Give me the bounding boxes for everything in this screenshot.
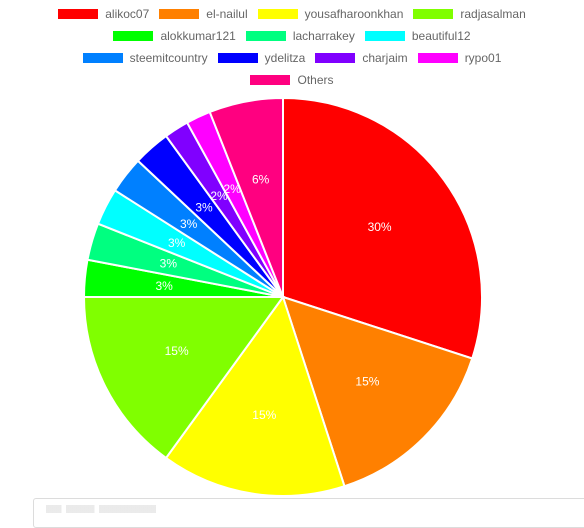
legend-label: rypo01 xyxy=(464,51,502,65)
pie-slice-alikoc07[interactable] xyxy=(282,96,483,360)
legend-item-rypo01[interactable]: rypo01 xyxy=(417,51,502,65)
legend-label: charjaim xyxy=(362,51,408,65)
legend-label: beautiful12 xyxy=(411,29,471,43)
slice-label-others: 6% xyxy=(252,173,270,187)
slice-label-rypo01: 2% xyxy=(223,182,241,196)
legend-item-ydelitza[interactable]: ydelitza xyxy=(217,51,306,65)
legend-item-others[interactable]: Others xyxy=(250,73,334,87)
legend-label: alokkumar121 xyxy=(160,29,236,43)
chart-legend: alikoc07 el-nailul yousafharoonkhan radjasa… xyxy=(0,0,584,92)
legend-row: alokkumar121 lacharrakey beautiful12 xyxy=(0,26,584,46)
legend-row: Others xyxy=(0,70,584,90)
legend-swatch xyxy=(250,75,291,85)
slice-label-ydelitza: 3% xyxy=(195,200,213,214)
legend-label: el-nailul xyxy=(206,7,248,21)
slice-label-beautiful12: 3% xyxy=(168,236,186,250)
legend-swatch xyxy=(413,9,454,19)
legend-swatch xyxy=(58,9,99,19)
slice-label-radjasalman: 15% xyxy=(165,344,189,358)
legend-label: Others xyxy=(297,73,334,87)
legend-item-charjaim[interactable]: charjaim xyxy=(315,51,408,65)
slice-label-lacharrakey: 3% xyxy=(160,257,178,271)
legend-item-alokkumar121[interactable]: alokkumar121 xyxy=(113,29,236,43)
legend-swatch xyxy=(159,9,200,19)
slice-label-steemitcountry: 3% xyxy=(180,217,198,231)
legend-label: yousafharoonkhan xyxy=(304,7,404,21)
legend-item-yousafharoonkhan[interactable]: yousafharoonkhan xyxy=(257,7,404,21)
legend-item-beautiful12[interactable]: beautiful12 xyxy=(364,29,471,43)
legend-swatch xyxy=(315,53,356,63)
pie-slice-radjasalman[interactable] xyxy=(82,296,285,460)
slice-label-yousafharoonkhan: 15% xyxy=(252,408,276,422)
legend-swatch xyxy=(113,31,154,41)
legend-swatch xyxy=(417,53,458,63)
faint-text-placeholder xyxy=(46,505,156,513)
legend-row: steemitcountry ydelitza charjaim rypo01 xyxy=(0,48,584,68)
legend-item-lacharrakey[interactable]: lacharrakey xyxy=(245,29,355,43)
legend-label: steemitcountry xyxy=(129,51,208,65)
slice-label-alokkumar121: 3% xyxy=(155,279,173,293)
legend-row: alikoc07 el-nailul yousafharoonkhan radjasa… xyxy=(0,4,584,24)
slice-label-charjaim: 2% xyxy=(210,189,228,203)
legend-label: ydelitza xyxy=(264,51,306,65)
legend-swatch xyxy=(245,31,286,41)
legend-label: radjasalman xyxy=(460,7,526,21)
pie-slice-yousafharoonkhan[interactable] xyxy=(164,294,346,497)
legend-label: alikoc07 xyxy=(105,7,150,21)
slice-label-el-nailul: 15% xyxy=(355,374,379,388)
legend-swatch xyxy=(217,53,258,63)
pie-slice-others[interactable] xyxy=(208,96,284,298)
bottom-panel xyxy=(33,498,584,528)
legend-item-alikoc07[interactable]: alikoc07 xyxy=(58,7,149,21)
legend-item-steemitcountry[interactable]: steemitcountry xyxy=(82,51,208,65)
pie-slice-el-nailul[interactable] xyxy=(281,295,474,488)
legend-item-el-nailul[interactable]: el-nailul xyxy=(159,7,248,21)
pie-chart: 30%15%15%15%3%3%3%3%3%2%2%6% xyxy=(82,96,483,497)
legend-swatch xyxy=(82,53,123,63)
legend-swatch xyxy=(257,9,298,19)
slice-label-alikoc07: 30% xyxy=(368,220,392,234)
legend-label: lacharrakey xyxy=(292,29,355,43)
legend-item-radjasalman[interactable]: radjasalman xyxy=(413,7,526,21)
legend-swatch xyxy=(364,31,405,41)
